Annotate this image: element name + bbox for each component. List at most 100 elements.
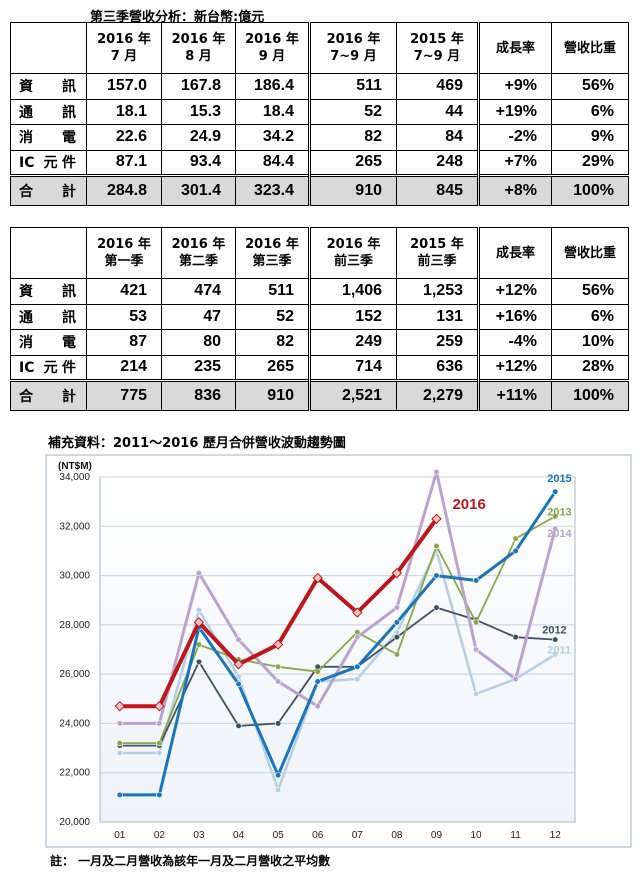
y-tick-label: 22,000: [59, 768, 90, 779]
x-tick-label: 03: [193, 830, 205, 841]
table-cell: 28%: [551, 354, 629, 382]
table-cell: 259: [396, 329, 479, 356]
data-point-2012: [552, 636, 559, 643]
table-cell: 235: [161, 354, 236, 382]
y-axis-unit-label: (NT$M): [58, 461, 92, 472]
x-tick-label: 07: [352, 830, 364, 841]
data-point-2012: [235, 722, 242, 729]
data-point-2012: [433, 604, 440, 611]
y-tick-label: 30,000: [59, 571, 90, 582]
table-cell: 10%: [551, 329, 629, 356]
series-label-2015: 2015: [547, 473, 571, 485]
y-tick-label: 20,000: [59, 817, 90, 828]
table-cell: 82: [235, 329, 310, 356]
table-cell: 186.4: [235, 73, 310, 100]
data-point-2015: [156, 791, 163, 798]
table2-header-2016-ytd: 2016 年前三季: [308, 226, 397, 280]
table-cell: +9%: [477, 73, 552, 100]
table-cell: 469: [396, 73, 479, 100]
table-cell: 29%: [551, 149, 629, 177]
data-point-2013: [195, 641, 203, 648]
table-cell: 15.3: [161, 98, 236, 126]
table-cell: 836: [161, 379, 236, 411]
data-point-2014: [235, 636, 242, 643]
table-cell: +12%: [477, 354, 552, 382]
monthly-revenue-chart: 20,000 22,000 24,000 26,000 28,000 30,000 32,0…: [45, 454, 632, 848]
data-point-2015: [235, 680, 242, 688]
table-cell: 265: [235, 354, 310, 382]
table-cell: 511: [235, 278, 310, 305]
table-cell: 2,521: [308, 379, 397, 411]
table-cell: 44: [396, 98, 479, 126]
data-point-2013: [433, 542, 440, 550]
data-point-2016: [272, 639, 284, 650]
series-line-2012: [119, 606, 556, 747]
row-label: 合計: [10, 379, 87, 411]
table-cell: +12%: [477, 278, 552, 305]
data-point-2015: [393, 619, 400, 626]
x-tick-label: 01: [114, 830, 126, 841]
data-point-2014: [512, 675, 519, 683]
data-point-2013: [552, 513, 559, 520]
data-point-2011: [116, 749, 123, 757]
data-point-2013: [472, 619, 480, 626]
x-tick-label: 10: [470, 830, 482, 841]
data-point-2013: [512, 535, 519, 542]
data-point-2016: [154, 700, 165, 712]
table-cell: 84.4: [235, 149, 310, 177]
table1-header-2016-q3: 2016 年 7~9 月: [308, 21, 397, 75]
table-cell: 511: [308, 73, 397, 100]
table2-header-q1: 2016 年第一季: [86, 226, 162, 280]
table-cell: 323.4: [235, 174, 310, 206]
data-point-2013: [393, 651, 400, 658]
x-tick-label: 05: [273, 830, 285, 841]
table-cell: -4%: [477, 329, 552, 356]
series-label-2011: 2011: [547, 644, 571, 656]
table-cell: 52: [235, 303, 310, 331]
table-row: IC 元件 214 235 265 714 636 +12% 28%: [10, 354, 629, 382]
table-cell: 18.1: [86, 98, 162, 126]
data-point-2014: [195, 570, 203, 577]
data-point-2015: [354, 663, 361, 670]
data-point-2016: [233, 659, 244, 670]
table-cell: 845: [396, 174, 479, 206]
table-cell: +7%: [477, 149, 552, 177]
table-cell: +19%: [477, 98, 552, 126]
table-cell: 6%: [551, 303, 629, 331]
table-row: 消電 87 80 82 249 259 -4% 10%: [10, 329, 629, 356]
series-label-2012: 2012: [542, 625, 566, 637]
table-row: 資訊 157.0 167.8 186.4 511 469 +9% 56%: [10, 73, 629, 100]
data-point-2013: [116, 740, 123, 747]
y-tick-label: 32,000: [59, 521, 90, 532]
table-row: 消電 22.6 24.9 34.2 82 84 -2% 9%: [10, 124, 629, 151]
data-point-2015: [552, 488, 559, 495]
table-cell: 1,253: [396, 278, 479, 305]
table2-header-share: 營收比重: [551, 226, 629, 280]
x-tick-label: 12: [550, 830, 562, 841]
table-cell: 100%: [551, 174, 629, 206]
data-point-2014: [275, 678, 282, 685]
table-cell: 2,279: [396, 379, 479, 411]
data-point-2014: [156, 720, 163, 727]
row-label: 資訊: [10, 278, 87, 305]
data-point-2012: [275, 720, 282, 727]
data-point-2015: [116, 791, 123, 798]
table-cell: 9%: [551, 124, 629, 151]
table1-caption: 第三季營收分析：新台幣:億元: [90, 10, 265, 25]
row-label: 通訊: [10, 98, 87, 126]
table-cell: 1,406: [308, 278, 397, 305]
data-point-2015: [512, 547, 519, 555]
data-point-2014: [393, 604, 400, 611]
table-cell: 248: [396, 149, 479, 177]
table-cell: 214: [86, 354, 162, 382]
table-row: 通訊 53 47 52 152 131 +16% 6%: [10, 303, 629, 331]
table-cell: +8%: [477, 174, 552, 206]
table-cell: 131: [396, 303, 479, 331]
data-point-2014: [314, 703, 321, 710]
table-cell: 301.4: [161, 174, 236, 206]
data-point-2012: [512, 634, 519, 641]
table-cell: -2%: [477, 124, 552, 151]
table-cell: 421: [86, 278, 162, 305]
data-point-2016: [352, 607, 363, 618]
